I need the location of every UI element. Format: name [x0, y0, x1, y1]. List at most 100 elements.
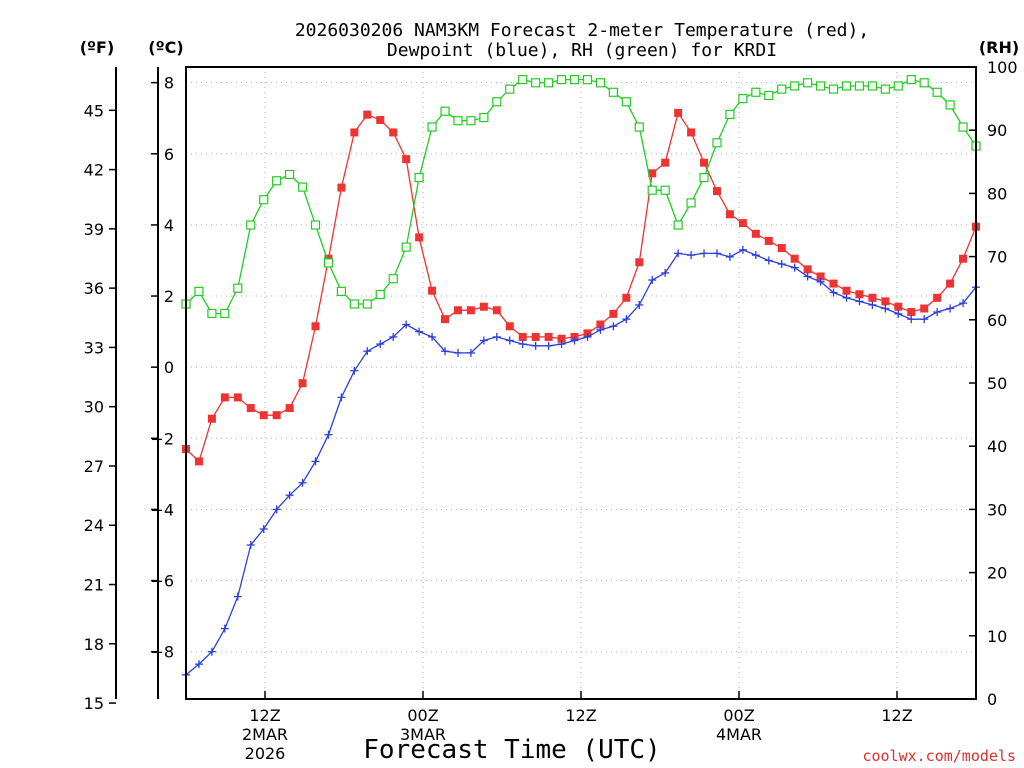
temperature-point [441, 315, 450, 324]
rh-point [686, 198, 696, 208]
x-tick-date-label: 3MAR [400, 725, 446, 744]
dewpoint-point [583, 332, 592, 341]
rh-point [336, 286, 347, 296]
rh-point [207, 308, 217, 319]
temperature-point [894, 302, 903, 311]
rh-point [582, 75, 593, 85]
temperature-point [518, 332, 527, 341]
temperature-point [531, 332, 540, 341]
temperature-point [337, 183, 346, 192]
temperature-point [751, 229, 760, 238]
x-tick-year-label: 2026 [245, 744, 286, 763]
temperature-point [803, 265, 812, 274]
rh-tick-label: 100 [987, 58, 1018, 77]
temperature-point [466, 306, 475, 315]
dewpoint-point [881, 304, 890, 313]
celsius-tick-label: −4 [150, 500, 174, 519]
dewpoint-point [466, 348, 475, 357]
rh-point [751, 87, 761, 97]
chart-title-line2: Dewpoint (blue), RH (green) for KRDI [387, 40, 777, 61]
rh-point [414, 173, 424, 183]
temperature-point [700, 158, 709, 167]
fahrenheit-tick-label: 27 [84, 457, 104, 476]
temperature-point [428, 286, 437, 295]
dewpoint-point [246, 541, 255, 550]
dewpoint-point [920, 315, 929, 324]
rh-point [492, 97, 502, 107]
temperature-point [842, 286, 851, 295]
dewpoint-point [428, 332, 437, 341]
x-tick-date-label: 4MAR [716, 725, 762, 744]
rh-tick-label: 30 [987, 500, 1007, 519]
dewpoint-point [531, 341, 540, 350]
dewpoint-point [557, 340, 566, 349]
rh-point [375, 289, 385, 300]
temperature-point [674, 108, 683, 117]
rh-point [297, 182, 308, 192]
rh-point [803, 78, 813, 88]
dewpoint-point [635, 300, 644, 309]
temperature-point [363, 110, 372, 119]
dewpoint-point [337, 393, 346, 402]
temperature-point [816, 272, 825, 281]
rh-point [841, 81, 852, 91]
celsius-tick-label: −8 [150, 643, 174, 662]
rh-tick-label: 10 [987, 627, 1007, 646]
rh-point [401, 242, 411, 252]
celsius-tick-label: −2 [150, 429, 174, 448]
temperature-point [479, 302, 488, 311]
rh-point [673, 220, 683, 230]
series-1 [182, 245, 980, 679]
temperature-point [505, 322, 514, 331]
rh-point [777, 84, 787, 94]
temperature-point [855, 290, 864, 299]
temperature-point [725, 210, 734, 219]
rh-point [945, 100, 955, 110]
temperature-point [868, 293, 877, 302]
dewpoint-point [907, 315, 916, 324]
x-tick-label: 00Z [723, 706, 754, 725]
rh-point [285, 169, 295, 180]
dewpoint-point [751, 251, 760, 260]
dewpoint-point [777, 260, 786, 269]
rh-point [453, 116, 463, 126]
dewpoint-point [479, 336, 488, 345]
temperature-point [311, 322, 320, 331]
temperature-point [829, 279, 838, 288]
rh-point [958, 122, 968, 132]
fahrenheit-tick-label: 36 [84, 279, 104, 298]
temperature-point [712, 187, 721, 196]
dewpoint-point [842, 293, 851, 302]
rh-point [272, 176, 282, 186]
fahrenheit-tick-label: 24 [84, 516, 104, 535]
temperature-point [246, 404, 255, 413]
x-tick-label: 12Z [249, 706, 280, 725]
rh-point [906, 75, 916, 85]
temperature-point [764, 236, 773, 245]
temperature-point [635, 258, 644, 267]
temperature-point [946, 279, 955, 288]
rh-point [323, 258, 334, 268]
temperature-point [907, 308, 916, 317]
celsius-unit-label: (ºC) [148, 38, 183, 57]
celsius-tick-label: 4 [164, 216, 174, 235]
rh-point [608, 87, 618, 97]
rh-point [220, 308, 230, 319]
plot-frame [185, 66, 977, 700]
dewpoint-point [622, 315, 631, 324]
rh-point [388, 274, 398, 284]
rh-tick-label: 60 [987, 311, 1007, 330]
rh-point [660, 185, 670, 195]
rh-point [349, 299, 359, 309]
rh-point [259, 195, 269, 205]
rh-point [479, 112, 489, 123]
celsius-tick-label: 2 [164, 287, 174, 306]
rh-point [854, 81, 865, 91]
rh-point [569, 75, 580, 85]
rh-point [427, 122, 437, 132]
dewpoint-point [946, 304, 955, 313]
temperature-point [233, 393, 242, 402]
celsius-tick-label: 6 [164, 145, 174, 164]
temperature-point [207, 414, 216, 423]
rh-point [634, 122, 644, 132]
